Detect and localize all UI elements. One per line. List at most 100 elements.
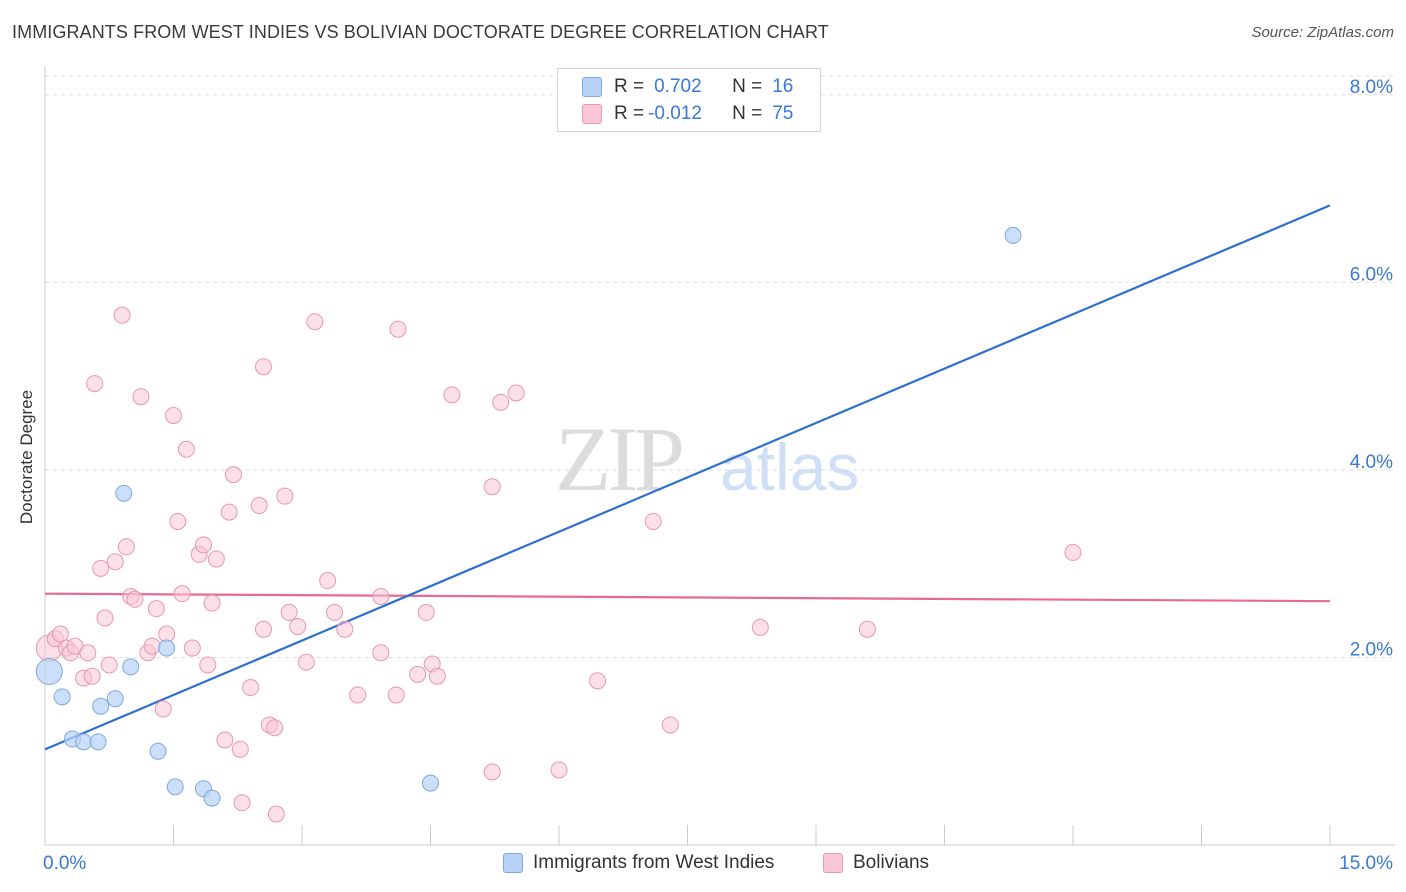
data-point-bolivians bbox=[100, 656, 118, 674]
data-point-west-indies bbox=[122, 658, 140, 676]
bottom-legend-label: Bolivians bbox=[853, 852, 930, 873]
gridlines bbox=[45, 75, 1395, 658]
data-point-bolivians bbox=[372, 587, 390, 605]
data-point-west-indies bbox=[75, 733, 93, 751]
series-bolivians bbox=[35, 306, 1082, 823]
legend-n-value: 16 bbox=[772, 76, 794, 97]
data-point-bolivians bbox=[326, 603, 344, 621]
data-point-west-indies bbox=[203, 789, 221, 807]
data-point-bolivians bbox=[177, 440, 195, 458]
data-point-bolivians bbox=[297, 653, 315, 671]
legend-r-value: 0.702 bbox=[654, 76, 702, 97]
data-point-bolivians bbox=[199, 656, 217, 674]
trend-line-west-indies bbox=[44, 204, 1331, 751]
data-point-bolivians bbox=[86, 375, 104, 393]
legend-row-bolivians: R = -0.012 N = 75 bbox=[582, 102, 793, 126]
data-point-bolivians bbox=[387, 686, 405, 704]
correlation-legend: R = 0.702 N = 16 R = -0.012 N = 75 bbox=[557, 68, 821, 132]
data-point-bolivians bbox=[203, 594, 221, 612]
data-point-bolivians bbox=[319, 572, 337, 590]
data-point-bolivians bbox=[254, 620, 272, 638]
data-point-west-indies bbox=[115, 484, 133, 502]
data-point-west-indies bbox=[53, 688, 71, 706]
data-point-bolivians bbox=[483, 478, 501, 496]
data-point-bolivians bbox=[242, 678, 260, 696]
bottom-legend-label: Immigrants from West Indies bbox=[533, 852, 775, 873]
data-point-bolivians bbox=[550, 761, 568, 779]
tick-labels: 2.0% 4.0% 6.0% 8.0% 0.0% 15.0% bbox=[43, 77, 1393, 874]
data-point-bolivians bbox=[169, 512, 187, 530]
data-point-bolivians bbox=[306, 313, 324, 331]
data-point-bolivians bbox=[106, 553, 124, 571]
data-point-bolivians bbox=[233, 794, 251, 812]
data-point-west-indies bbox=[106, 690, 124, 708]
data-point-bolivians bbox=[417, 603, 435, 621]
trend-lines bbox=[44, 204, 1331, 751]
data-point-bolivians bbox=[483, 763, 501, 781]
y-tick-label: 6.0% bbox=[1350, 264, 1393, 285]
data-point-bolivians bbox=[216, 731, 234, 749]
legend-n-value: 75 bbox=[772, 103, 794, 124]
data-point-west-indies bbox=[1004, 226, 1022, 244]
data-point-bolivians bbox=[183, 639, 201, 657]
x-tick-label: 0.0% bbox=[43, 853, 86, 874]
data-point-bolivians bbox=[154, 700, 172, 718]
data-point-bolivians bbox=[267, 805, 285, 823]
data-point-west-indies bbox=[92, 697, 110, 715]
data-point-bolivians bbox=[372, 644, 390, 662]
data-point-bolivians bbox=[92, 559, 110, 577]
data-point-bolivians bbox=[113, 306, 131, 324]
data-point-bolivians bbox=[165, 406, 182, 424]
legend-r-label: R = bbox=[614, 76, 645, 97]
data-point-bolivians bbox=[126, 590, 144, 608]
bottom-swatch-pink bbox=[823, 853, 843, 873]
data-point-bolivians bbox=[389, 320, 407, 338]
y-axis-label: Doctorate Degree bbox=[17, 390, 36, 524]
data-point-bolivians bbox=[428, 667, 446, 685]
data-point-west-indies bbox=[89, 733, 107, 751]
data-point-bolivians bbox=[250, 497, 268, 515]
legend-swatch-pink bbox=[582, 104, 602, 124]
chart-title: IMMIGRANTS FROM WEST INDIES VS BOLIVIAN … bbox=[12, 22, 829, 42]
data-point-bolivians bbox=[51, 625, 69, 643]
data-point-bolivians bbox=[254, 358, 272, 376]
data-point-bolivians bbox=[117, 538, 135, 556]
y-tick-label: 2.0% bbox=[1350, 639, 1393, 660]
watermark-atlas: atlas bbox=[720, 430, 859, 504]
data-point-bolivians bbox=[336, 620, 354, 638]
data-point-bolivians bbox=[589, 672, 607, 690]
series-west-indies bbox=[35, 226, 1022, 807]
data-point-bolivians bbox=[132, 388, 150, 406]
bottom-swatch-blue bbox=[503, 853, 523, 873]
y-tick-label: 4.0% bbox=[1350, 452, 1393, 473]
legend-row-west-indies: R = 0.702 N = 16 bbox=[582, 75, 793, 99]
data-point-bolivians bbox=[231, 740, 249, 758]
data-point-bolivians bbox=[280, 603, 298, 621]
data-point-bolivians bbox=[266, 719, 284, 737]
data-point-bolivians bbox=[751, 618, 769, 636]
axes bbox=[44, 66, 1395, 846]
bottom-legend-west-indies: Immigrants from West Indies bbox=[503, 852, 774, 874]
data-point-bolivians bbox=[492, 393, 510, 411]
data-point-bolivians bbox=[173, 585, 191, 603]
data-point-bolivians bbox=[220, 503, 238, 521]
data-point-bolivians bbox=[194, 536, 212, 554]
data-point-bolivians bbox=[1064, 543, 1082, 561]
data-point-bolivians bbox=[644, 512, 662, 530]
data-point-bolivians bbox=[147, 600, 165, 618]
x-tick-label: 15.0% bbox=[1339, 853, 1393, 874]
bottom-legend-bolivians: Bolivians bbox=[823, 852, 929, 874]
data-point-bolivians bbox=[289, 617, 307, 635]
data-point-bolivians bbox=[96, 609, 114, 627]
data-point-bolivians bbox=[143, 637, 161, 655]
source-credit: Source: ZipAtlas.com bbox=[1251, 24, 1394, 41]
y-tick-label: 8.0% bbox=[1350, 77, 1393, 98]
data-point-west-indies bbox=[149, 742, 167, 760]
legend-r-label: R = bbox=[614, 103, 645, 124]
data-point-west-indies bbox=[422, 774, 439, 792]
data-point-west-indies bbox=[158, 639, 176, 657]
legend-r-value: -0.012 bbox=[648, 103, 702, 124]
data-point-bolivians bbox=[661, 716, 679, 734]
data-point-bolivians bbox=[83, 667, 101, 685]
